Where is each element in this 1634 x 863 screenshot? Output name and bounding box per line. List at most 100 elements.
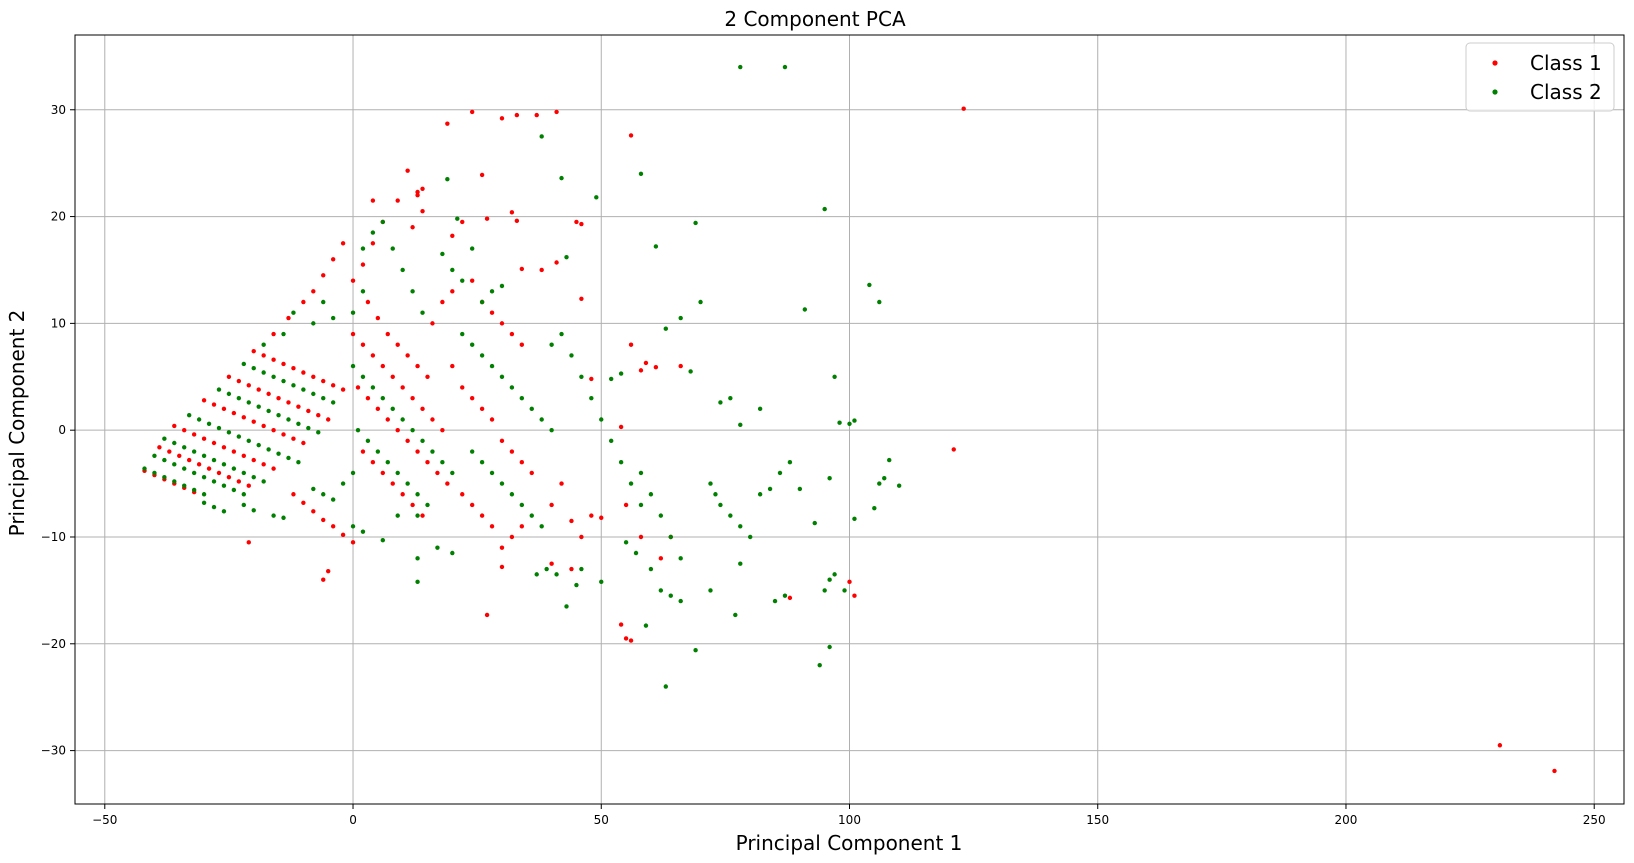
legend-label-class-1: Class 1 (1530, 51, 1602, 75)
y-tick-label: −30 (41, 744, 66, 758)
data-point (311, 486, 316, 492)
data-point (296, 404, 301, 409)
data-point (812, 520, 817, 526)
data-point (415, 189, 420, 195)
data-point (182, 466, 187, 471)
data-point (678, 556, 683, 561)
data-point (350, 363, 356, 369)
data-point (628, 342, 634, 347)
legend-label-class-2: Class 2 (1530, 80, 1602, 104)
x-tick-label: 50 (594, 813, 609, 827)
data-point (246, 483, 251, 488)
data-point (718, 400, 723, 405)
data-point (787, 595, 793, 601)
data-point (395, 427, 400, 433)
data-point (658, 588, 664, 593)
data-point (370, 241, 376, 246)
data-point (196, 417, 202, 422)
data-point (405, 353, 410, 358)
data-point (509, 449, 515, 454)
data-point (201, 436, 207, 441)
data-point (623, 502, 629, 508)
data-point (569, 566, 574, 572)
data-point (216, 387, 222, 392)
data-point (172, 440, 177, 446)
data-point (539, 134, 544, 139)
data-point (420, 310, 425, 315)
data-point (589, 376, 594, 382)
data-point (872, 505, 877, 511)
data-point (206, 421, 212, 426)
data-point (191, 449, 197, 454)
data-point (172, 479, 177, 484)
x-axis-label: Principal Component 1 (736, 831, 963, 855)
data-point (440, 251, 445, 257)
data-point (246, 540, 251, 545)
data-point (251, 474, 256, 480)
data-point (529, 513, 534, 518)
data-point (499, 321, 505, 326)
data-point (574, 582, 579, 588)
data-point (390, 406, 395, 412)
data-point (400, 492, 405, 497)
data-point (365, 438, 371, 444)
data-point (777, 470, 783, 476)
data-point (211, 440, 217, 446)
data-point (514, 218, 520, 224)
data-point (330, 524, 336, 529)
data-point (167, 449, 172, 454)
data-point (877, 299, 882, 305)
data-point (321, 378, 326, 384)
data-point (579, 374, 584, 379)
data-point (738, 422, 743, 428)
data-point (509, 210, 515, 215)
data-point (291, 310, 296, 315)
data-point (216, 425, 222, 431)
data-point (772, 598, 778, 604)
data-point (832, 572, 837, 577)
data-point (822, 206, 827, 212)
data-point (638, 534, 644, 540)
data-point (887, 457, 892, 463)
data-point (767, 486, 773, 492)
data-point (395, 513, 400, 518)
data-point (415, 363, 420, 369)
data-point (405, 168, 410, 173)
data-point (643, 360, 649, 366)
data-point (519, 502, 525, 508)
data-point (489, 470, 495, 476)
data-point (385, 331, 390, 337)
data-point (430, 417, 435, 422)
data-point (281, 432, 286, 437)
data-point (370, 460, 376, 465)
data-point (509, 492, 515, 497)
data-point (321, 517, 326, 523)
data-point (435, 470, 440, 476)
data-point (152, 470, 157, 476)
data-point (201, 453, 207, 459)
data-point (350, 470, 356, 476)
data-point (574, 219, 579, 225)
y-tick-label: −10 (41, 530, 66, 544)
data-point (241, 470, 246, 476)
data-point (882, 476, 887, 481)
data-point (643, 623, 649, 628)
data-point (529, 406, 534, 412)
data-point (420, 186, 425, 191)
data-point (211, 457, 217, 463)
data-point (469, 395, 475, 401)
data-point (261, 353, 266, 358)
data-point (554, 260, 559, 265)
data-point (216, 470, 222, 476)
data-point (281, 515, 286, 520)
data-point (340, 241, 346, 246)
data-point (455, 216, 460, 221)
data-point (226, 430, 232, 435)
data-point (340, 481, 346, 486)
data-point (231, 410, 237, 416)
data-point (281, 331, 286, 337)
data-point (822, 588, 827, 593)
data-point (271, 466, 276, 471)
data-point (564, 604, 569, 609)
